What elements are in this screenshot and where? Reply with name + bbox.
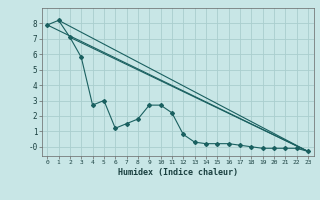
- X-axis label: Humidex (Indice chaleur): Humidex (Indice chaleur): [118, 168, 237, 177]
